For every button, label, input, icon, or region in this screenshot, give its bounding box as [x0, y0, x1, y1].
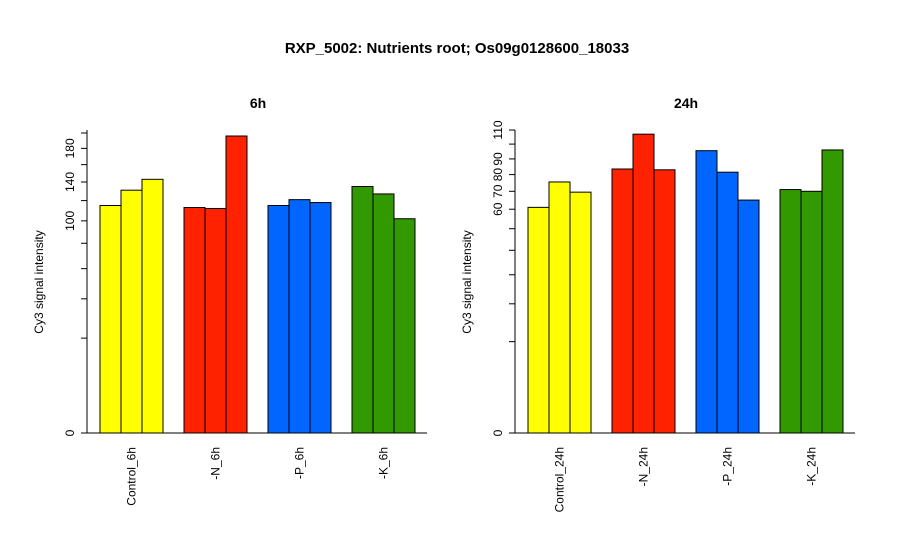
- bar--P_6h-3: [309, 202, 332, 434]
- x-tick-label-Control_6h: Control_6h: [125, 447, 139, 506]
- bar--K_24h-2: [800, 190, 823, 434]
- x-tick-label--P_24h: -P_24h: [721, 447, 735, 486]
- bar--N_24h-1: [611, 168, 634, 434]
- bar--P_6h-2: [288, 199, 311, 434]
- bar--K_24h-1: [779, 189, 802, 434]
- x-axis-6h: Control_6h -N_6h -P_6h -K_6h: [87, 432, 427, 506]
- bar-Control_6h-2: [120, 189, 143, 434]
- bar-Control_24h-3: [569, 191, 592, 434]
- bar--N_24h-2: [632, 133, 655, 434]
- y-tick-label-24h: 80: [491, 168, 505, 182]
- panel-title-24h: 24h: [674, 95, 698, 111]
- y-tick-label-24h: 70: [491, 184, 505, 198]
- figure-title: RXP_5002: Nutrients root; Os09g0128600_1…: [285, 40, 629, 57]
- bar-Control_6h-1: [99, 205, 122, 434]
- x-tick-label--N_24h: -N_24h: [637, 447, 651, 486]
- bar--K_6h-1: [351, 186, 374, 434]
- bar--P_24h-3: [737, 199, 760, 434]
- y-tick-label-24h: 0: [491, 429, 505, 436]
- y-tick-label-6h: 100: [63, 211, 77, 231]
- bar--N_6h-2: [204, 207, 227, 434]
- bar--N_6h-3: [225, 135, 248, 434]
- y-tick-label-24h: 110: [491, 120, 505, 139]
- bar--N_24h-3: [653, 169, 676, 434]
- bar--N_6h-1: [183, 206, 206, 434]
- x-tick-label--N_6h: -N_6h: [209, 447, 223, 480]
- bars-24h: [527, 133, 844, 434]
- panel-title-6h: 6h: [250, 95, 266, 111]
- bar--P_6h-1: [267, 205, 290, 434]
- x-tick-label--K_24h: -K_24h: [805, 447, 819, 486]
- bar-Control_24h-1: [527, 206, 550, 434]
- x-tick-label-Control_24h: Control_24h: [553, 447, 567, 512]
- y-axis-24h: 0 60 70 80 90 110: [491, 120, 516, 436]
- panel-6h: 6h Cy3 signal intensity 0 100 140 180 Contr…: [32, 95, 427, 506]
- bar--P_24h-2: [716, 171, 739, 434]
- bar--K_6h-2: [372, 193, 395, 434]
- bar-Control_6h-3: [141, 178, 164, 434]
- bar-Control_24h-2: [548, 181, 571, 434]
- bars-6h: [99, 135, 416, 434]
- y-tick-label-24h: 90: [491, 152, 505, 166]
- x-tick-label--P_6h: -P_6h: [293, 447, 307, 479]
- y-axis-label-24h: Cy3 signal intensity: [460, 230, 474, 333]
- panel-24h: 24h Cy3 signal intensity 0 60 70 80 90 110 Co…: [460, 95, 855, 512]
- bar--K_6h-3: [393, 218, 416, 434]
- bar--K_24h-3: [821, 149, 844, 434]
- x-tick-label--K_6h: -K_6h: [377, 447, 391, 479]
- bar--P_24h-1: [695, 150, 718, 434]
- y-tick-label-6h: 0: [63, 429, 77, 436]
- y-tick-label-6h: 180: [63, 138, 77, 158]
- y-tick-label-6h: 140: [63, 172, 77, 192]
- y-axis-6h: 0 100 140 180: [63, 130, 88, 436]
- y-tick-label-24h: 60: [491, 202, 505, 216]
- y-axis-label-6h: Cy3 signal intensity: [32, 230, 46, 333]
- x-axis-24h: Control_24h -N_24h -P_24h -K_24h: [515, 432, 855, 512]
